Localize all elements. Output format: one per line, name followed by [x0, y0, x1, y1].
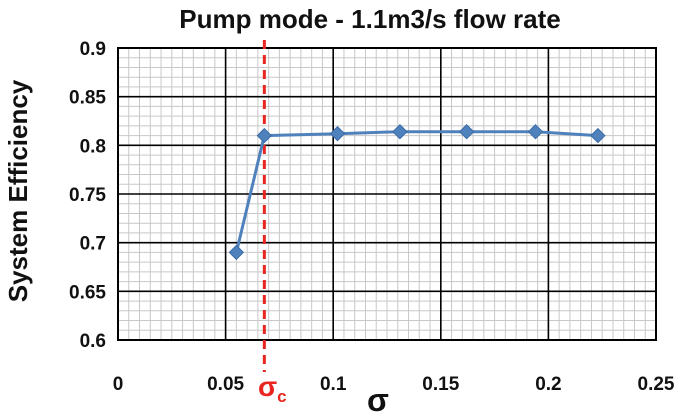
y-tick-label: 0.9 — [80, 39, 106, 60]
plot-area-frame — [117, 47, 657, 341]
y-tick-label: 0.6 — [80, 331, 106, 352]
data-point-diamond — [392, 123, 408, 140]
series-layer — [228, 123, 606, 261]
x-tick-label: 0.25 — [638, 374, 675, 395]
sigma-c-label-subscript: c — [277, 387, 286, 406]
x-tick-label: 0.15 — [422, 374, 459, 395]
sigma-c-label: σc — [258, 371, 287, 406]
x-tick-label: 0 — [113, 374, 124, 395]
x-tick-label: 0.2 — [535, 374, 561, 395]
y-tick-label: 0.65 — [69, 282, 106, 303]
x-tick-label: 0.1 — [320, 374, 347, 395]
x-tick-label: 0.05 — [207, 374, 244, 395]
data-point-diamond — [228, 244, 245, 261]
y-tick-label: 0.75 — [69, 185, 106, 206]
x-tick-labels: 0 0.05 0.1 0.15 0.2 0.25 — [113, 374, 675, 395]
sigma-c-label-main: σ — [258, 371, 277, 402]
y-tick-labels: 0.6 0.65 0.7 0.75 0.8 0.85 0.9 — [69, 39, 106, 352]
data-point-diamond — [590, 127, 606, 144]
y-tick-label: 0.7 — [80, 234, 106, 255]
data-point-diamond — [256, 127, 273, 144]
y-tick-label: 0.85 — [69, 88, 106, 109]
data-point-diamond — [329, 125, 346, 142]
x-axis-label: σ — [367, 382, 389, 418]
y-tick-label: 0.8 — [80, 136, 106, 157]
chart-title: Pump mode - 1.1m3/s flow rate — [179, 4, 560, 34]
data-point-diamond — [527, 123, 544, 140]
data-point-diamond — [458, 123, 475, 140]
y-axis-label: System Efficiency — [3, 79, 33, 302]
